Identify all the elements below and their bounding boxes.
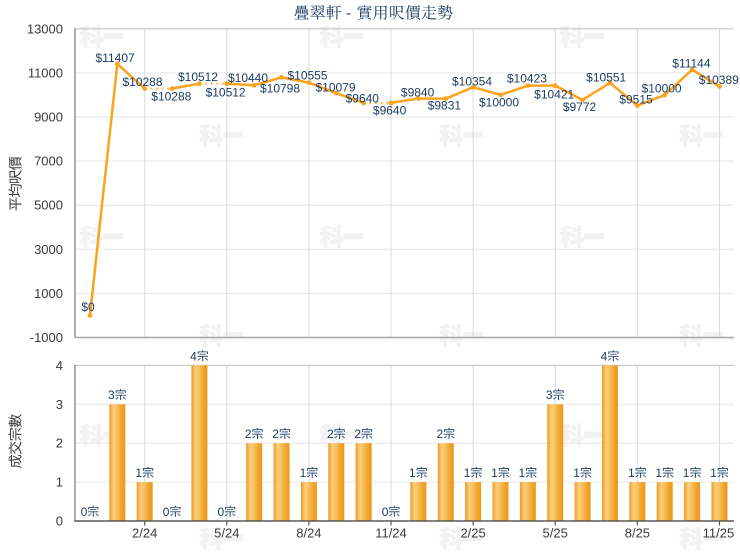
svg-text:$10354: $10354: [452, 74, 492, 88]
svg-text:4: 4: [601, 349, 608, 363]
svg-text:-1000: -1000: [30, 330, 63, 345]
svg-text:$9831: $9831: [428, 98, 462, 112]
svg-text:$10798: $10798: [260, 81, 300, 95]
svg-text:5/24: 5/24: [214, 526, 239, 541]
svg-text:$10555: $10555: [287, 69, 327, 83]
svg-text:4: 4: [56, 358, 63, 373]
svg-text:0: 0: [217, 505, 224, 519]
svg-text:0: 0: [163, 505, 170, 519]
svg-text:0: 0: [56, 514, 63, 529]
svg-text:2/25: 2/25: [460, 526, 485, 541]
svg-text:2: 2: [56, 436, 63, 451]
svg-text:1: 1: [655, 466, 662, 480]
svg-text:1: 1: [56, 475, 63, 490]
svg-text:$10551: $10551: [586, 71, 626, 85]
svg-text:2: 2: [327, 427, 334, 441]
svg-text:1: 1: [519, 466, 526, 480]
svg-text:5/25: 5/25: [543, 526, 568, 541]
svg-text:$10423: $10423: [507, 72, 547, 86]
svg-text:7000: 7000: [34, 154, 63, 169]
svg-text:$10512: $10512: [178, 70, 218, 84]
svg-text:4: 4: [190, 349, 197, 363]
svg-text:3: 3: [56, 397, 63, 412]
svg-text:8/25: 8/25: [625, 526, 650, 541]
svg-text:1: 1: [135, 466, 142, 480]
svg-text:1: 1: [300, 466, 307, 480]
svg-text:1: 1: [628, 466, 635, 480]
svg-text:$10440: $10440: [228, 71, 268, 85]
svg-text:$11144: $11144: [672, 57, 711, 71]
svg-text:$10000: $10000: [479, 95, 519, 109]
svg-text:$9640: $9640: [373, 103, 407, 117]
svg-text:2: 2: [272, 427, 279, 441]
svg-text:3000: 3000: [34, 242, 63, 257]
svg-text:-: -: [346, 5, 351, 22]
svg-text:0: 0: [81, 505, 88, 519]
svg-text:1: 1: [710, 466, 717, 480]
svg-text:1000: 1000: [34, 286, 63, 301]
svg-text:$10512: $10512: [206, 86, 246, 100]
svg-text:0: 0: [382, 505, 389, 519]
svg-text:1: 1: [683, 466, 690, 480]
svg-text:$9840: $9840: [401, 85, 435, 99]
svg-text:$10421: $10421: [534, 88, 574, 102]
svg-text:$9515: $9515: [619, 93, 653, 107]
svg-text:1: 1: [491, 466, 498, 480]
svg-text:$11407: $11407: [96, 51, 135, 65]
svg-text:11/25: 11/25: [703, 526, 735, 541]
svg-text:1: 1: [464, 466, 471, 480]
svg-text:$0: $0: [81, 300, 95, 314]
svg-text:3: 3: [546, 388, 553, 402]
svg-text:2: 2: [436, 427, 443, 441]
svg-text:1: 1: [409, 466, 416, 480]
svg-text:11000: 11000: [28, 65, 63, 80]
svg-text:11/24: 11/24: [375, 526, 407, 541]
svg-text:8/24: 8/24: [296, 526, 321, 541]
svg-text:13000: 13000: [27, 21, 63, 36]
svg-text:2/24: 2/24: [132, 526, 157, 541]
svg-text:1: 1: [573, 466, 580, 480]
svg-text:9000: 9000: [34, 110, 63, 125]
svg-text:$10000: $10000: [642, 82, 682, 96]
svg-text:$10079: $10079: [315, 81, 355, 95]
svg-text:3: 3: [108, 388, 115, 402]
svg-text:5000: 5000: [34, 198, 63, 213]
svg-text:2: 2: [354, 427, 361, 441]
svg-text:$10389: $10389: [699, 73, 739, 87]
svg-text:$9772: $9772: [563, 100, 597, 114]
svg-text:$10288: $10288: [151, 89, 191, 103]
svg-text:2: 2: [245, 427, 252, 441]
svg-text:$10288: $10288: [122, 75, 162, 89]
svg-text:$9640: $9640: [346, 91, 380, 105]
